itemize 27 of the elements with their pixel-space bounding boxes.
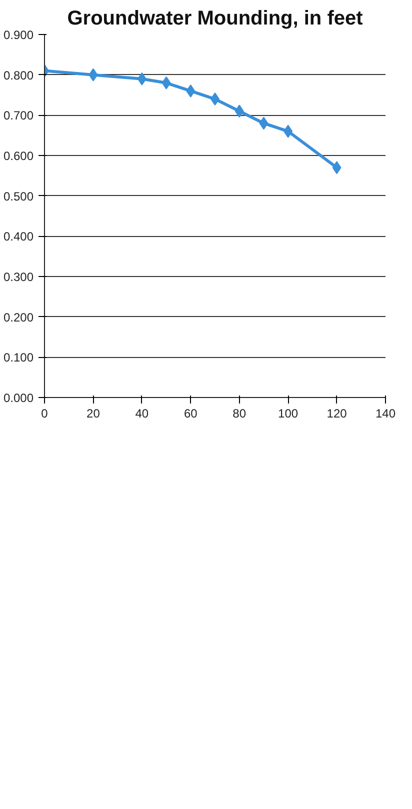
y-tick-label: 0.700 bbox=[3, 108, 34, 123]
y-tick-label: 0.900 bbox=[3, 28, 34, 42]
x-tick-label: 120 bbox=[326, 406, 348, 420]
y-tick-label: 0.200 bbox=[3, 310, 34, 324]
chart-title: Groundwater Mounding, in feet bbox=[67, 8, 364, 30]
x-tick-label: 20 bbox=[86, 406, 100, 420]
point bbox=[259, 116, 268, 130]
point bbox=[162, 76, 171, 90]
y-tick-label: 0.100 bbox=[3, 350, 34, 365]
point bbox=[332, 161, 342, 174]
point bbox=[186, 84, 196, 98]
point bbox=[137, 72, 146, 86]
x-tick-label: 100 bbox=[278, 406, 298, 420]
y-tick-label: 0.300 bbox=[3, 270, 34, 284]
point bbox=[88, 68, 98, 82]
x-tick-label: 0 bbox=[41, 406, 48, 420]
y-tick-label: 0.800 bbox=[3, 68, 34, 82]
x-tick-label: 60 bbox=[184, 406, 198, 420]
y-tick-label: 0.000 bbox=[3, 391, 34, 405]
y-tick-label: 0.500 bbox=[3, 189, 34, 204]
point bbox=[234, 104, 244, 118]
x-tick-label: 40 bbox=[135, 406, 149, 420]
y-tick-label: 0.400 bbox=[3, 230, 34, 244]
x-tick-label: 140 bbox=[375, 406, 396, 420]
y-tick-label: 0.600 bbox=[3, 149, 34, 163]
point bbox=[284, 124, 293, 138]
x-tick-label: 80 bbox=[232, 406, 246, 420]
